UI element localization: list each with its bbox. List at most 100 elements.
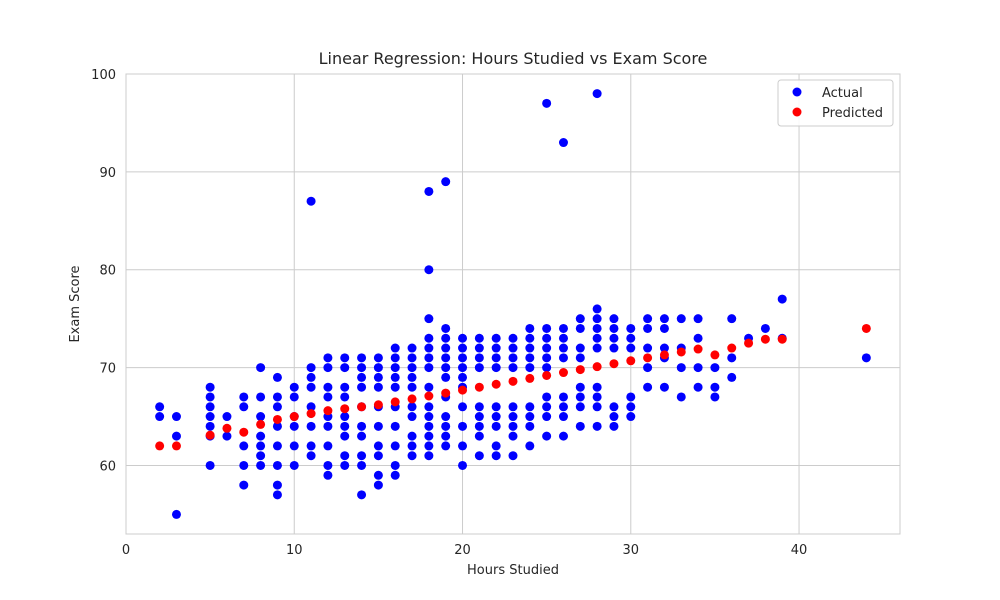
data-point-actual [609, 314, 619, 324]
data-point-actual [256, 431, 266, 441]
data-point-predicted [222, 423, 232, 433]
data-point-actual [474, 333, 484, 343]
data-point-actual [373, 382, 383, 392]
data-point-actual [340, 451, 350, 461]
data-point-actual [609, 402, 619, 412]
data-point-actual [424, 343, 434, 353]
data-point-actual [693, 314, 703, 324]
data-point-actual [491, 412, 501, 422]
data-point-actual [272, 460, 282, 470]
data-point-predicted [407, 394, 417, 404]
legend-marker-actual [792, 87, 802, 97]
data-point-actual [340, 412, 350, 422]
data-point-actual [508, 431, 518, 441]
data-point-actual [340, 382, 350, 392]
data-point-actual [777, 294, 787, 304]
data-point-actual [306, 421, 316, 431]
data-point-actual [272, 480, 282, 490]
data-point-actual [474, 402, 484, 412]
data-point-actual [592, 343, 602, 353]
data-point-predicted [390, 397, 400, 407]
data-point-actual [390, 421, 400, 431]
data-point-actual [306, 363, 316, 373]
data-point-actual [256, 412, 266, 422]
data-point-actual [390, 353, 400, 363]
data-point-actual [373, 470, 383, 480]
data-point-actual [340, 421, 350, 431]
data-point-predicted [491, 379, 501, 389]
data-point-actual [357, 363, 367, 373]
data-point-actual [306, 451, 316, 461]
data-point-actual [407, 353, 417, 363]
data-point-actual [424, 314, 434, 324]
data-point-predicted [272, 414, 282, 424]
data-point-actual [256, 451, 266, 461]
data-point-actual [323, 382, 333, 392]
data-point-actual [424, 402, 434, 412]
data-point-actual [407, 402, 417, 412]
data-point-actual [239, 402, 249, 412]
data-point-actual [676, 363, 686, 373]
data-point-actual [323, 421, 333, 431]
data-point-actual [592, 333, 602, 343]
data-point-predicted [171, 441, 181, 451]
data-point-predicted [744, 338, 754, 348]
data-point-actual [424, 451, 434, 461]
y-tick-label: 60 [99, 459, 116, 474]
data-point-actual [239, 460, 249, 470]
data-point-actual [609, 323, 619, 333]
data-point-actual [458, 363, 468, 373]
x-tick-label: 40 [791, 543, 808, 558]
data-point-actual [407, 372, 417, 382]
y-axis-label: Exam Score [68, 265, 83, 342]
data-point-actual [575, 392, 585, 402]
data-point-actual [458, 441, 468, 451]
data-points [155, 89, 871, 519]
data-point-actual [659, 323, 669, 333]
data-point-actual [340, 363, 350, 373]
data-point-actual [272, 490, 282, 500]
data-point-actual [441, 343, 451, 353]
data-point-actual [272, 441, 282, 451]
y-tick-label: 100 [91, 68, 116, 83]
data-point-actual [558, 402, 568, 412]
data-point-actual [272, 392, 282, 402]
data-point-predicted [289, 412, 299, 422]
data-point-actual [289, 421, 299, 431]
data-point-actual [441, 412, 451, 422]
data-point-actual [643, 343, 653, 353]
data-point-actual [424, 186, 434, 196]
tick-labels: 0 10 20 30 40 60 70 80 90 100 [91, 68, 807, 558]
data-point-actual [205, 382, 215, 392]
data-point-actual [727, 314, 737, 324]
data-point-actual [626, 323, 636, 333]
data-point-actual [558, 392, 568, 402]
data-point-predicted [357, 402, 367, 412]
data-point-actual [542, 402, 552, 412]
data-point-actual [491, 421, 501, 431]
y-tick-label: 80 [99, 264, 116, 279]
data-point-actual [407, 431, 417, 441]
data-point-actual [441, 363, 451, 373]
data-point-actual [441, 353, 451, 363]
data-point-predicted [424, 391, 434, 401]
data-point-actual [222, 412, 232, 422]
data-point-actual [592, 382, 602, 392]
data-point-actual [474, 353, 484, 363]
data-point-actual [710, 382, 720, 392]
data-point-actual [643, 382, 653, 392]
data-point-actual [424, 265, 434, 275]
data-point-actual [458, 402, 468, 412]
data-point-actual [357, 460, 367, 470]
data-point-actual [558, 343, 568, 353]
x-tick-label: 20 [454, 543, 471, 558]
data-point-predicted [239, 427, 249, 437]
plot-frame [125, 73, 901, 535]
data-point-actual [542, 412, 552, 422]
data-point-actual [390, 441, 400, 451]
data-point-actual [609, 412, 619, 422]
data-point-actual [424, 412, 434, 422]
data-point-actual [575, 402, 585, 412]
data-point-actual [592, 323, 602, 333]
